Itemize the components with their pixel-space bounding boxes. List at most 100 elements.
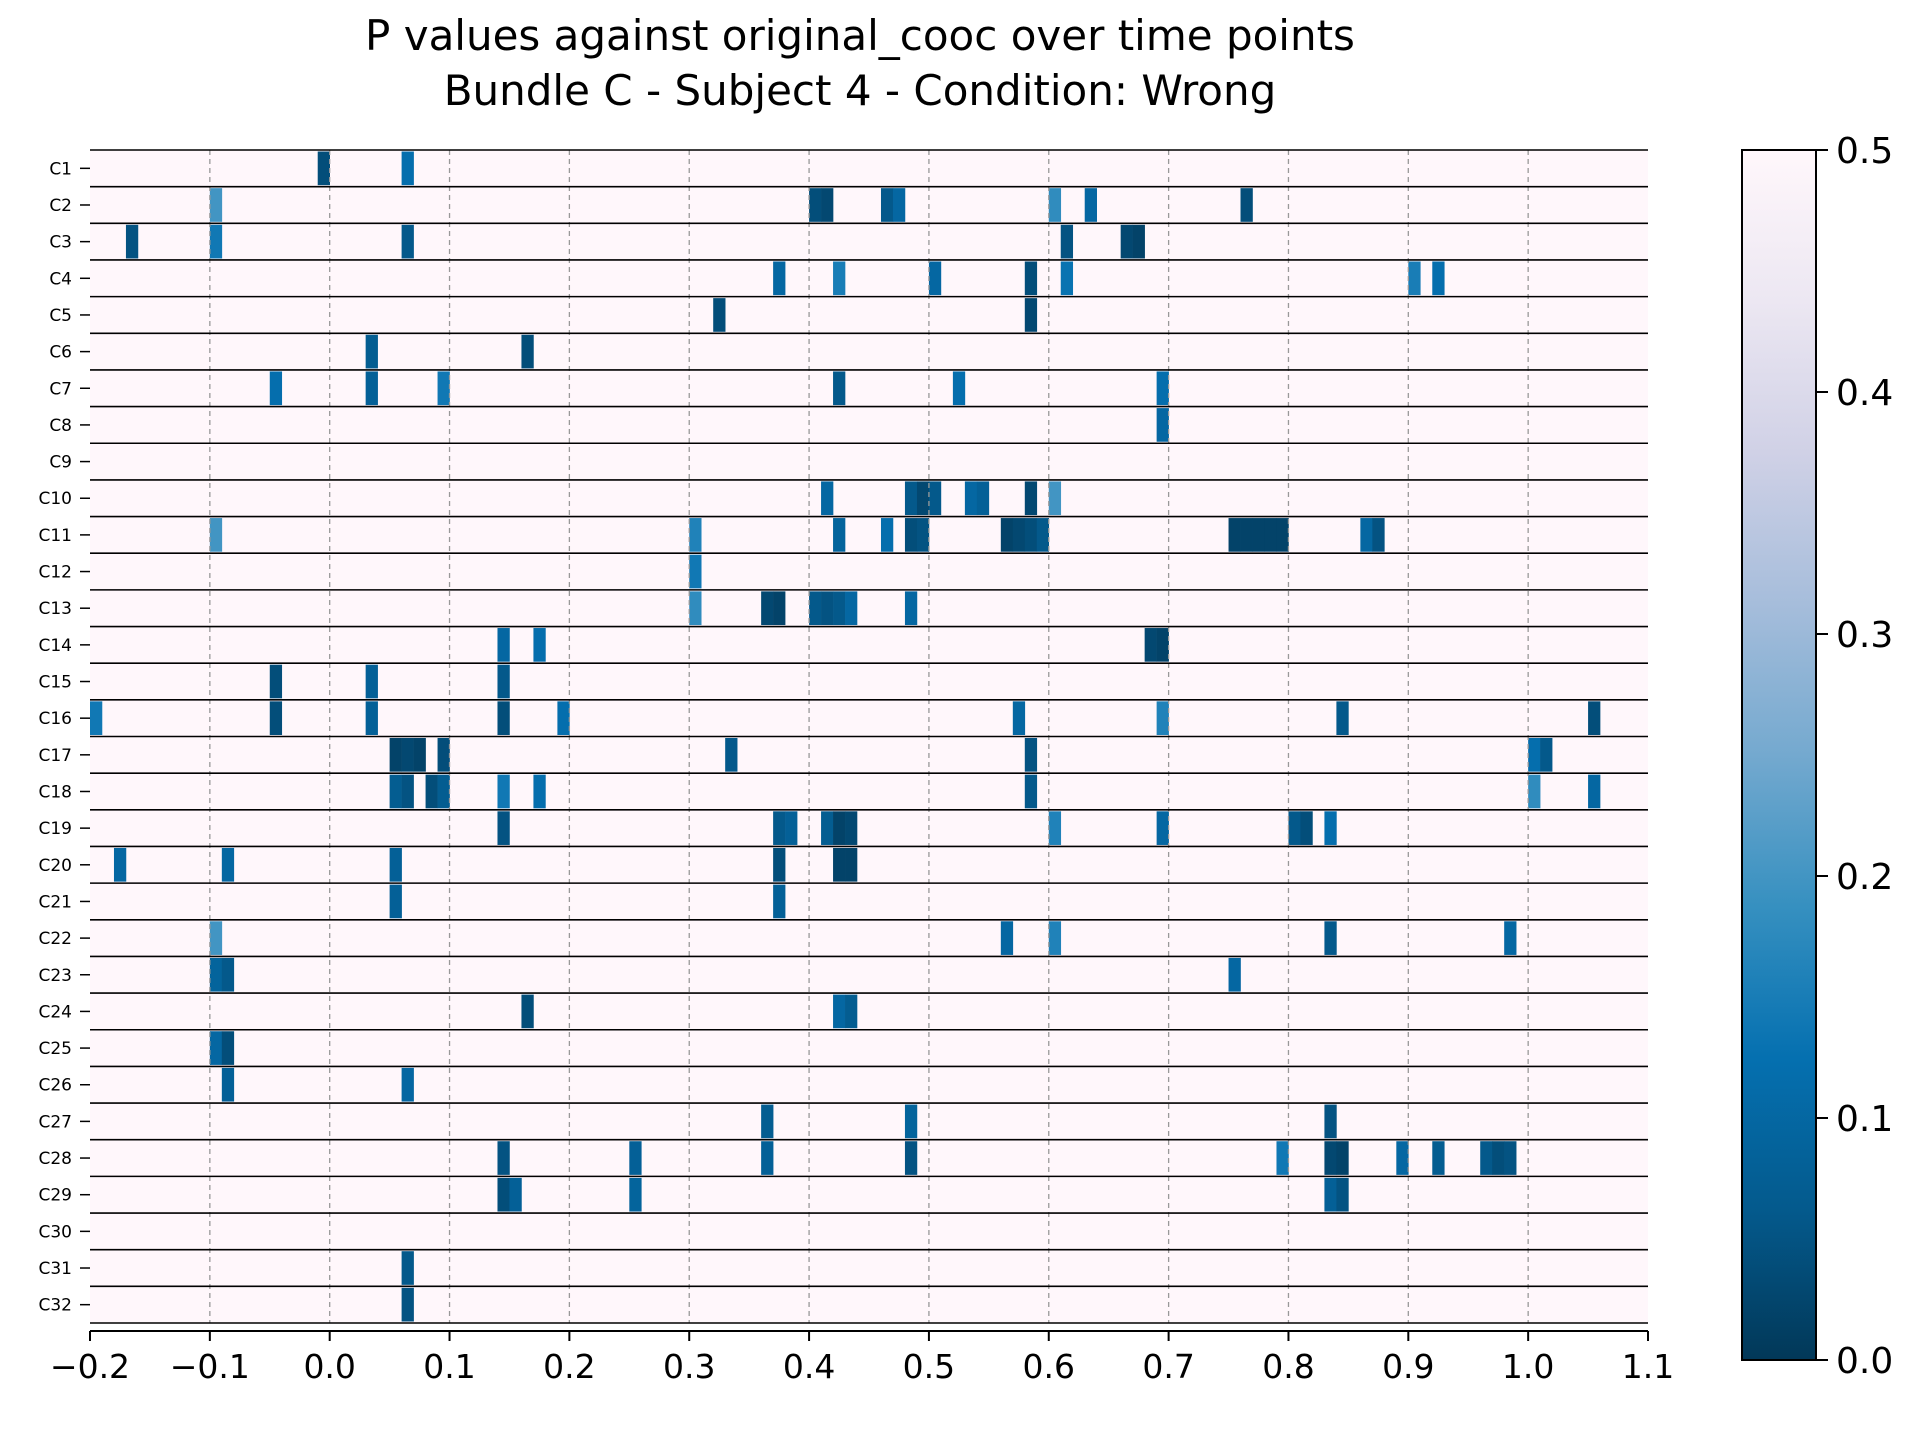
heatmap-cell (773, 811, 786, 845)
y-tick-label: C32 (38, 1296, 72, 1316)
y-tick-label: C27 (38, 1112, 72, 1132)
y-tick-label: C29 (38, 1186, 72, 1206)
heatmap-cell (773, 591, 786, 626)
x-tick-label: 0.3 (663, 1347, 715, 1386)
heatmap-cell (497, 811, 510, 845)
heatmap-cell (497, 774, 510, 809)
x-tick-label: 0.8 (1262, 1347, 1314, 1386)
y-tick-label: C17 (38, 746, 72, 766)
heatmap-cell (401, 151, 414, 186)
heatmap-cell (209, 957, 223, 992)
heatmap-cell (1024, 481, 1038, 516)
heatmap-cell (1504, 1141, 1517, 1175)
heatmap-cells (90, 151, 1601, 1322)
heatmap-cell (269, 371, 283, 406)
heatmap-cell (425, 774, 438, 809)
heatmap-cell (1120, 224, 1133, 259)
y-tick-label: C13 (38, 599, 72, 619)
heatmap-cell (1528, 774, 1541, 809)
heatmap-cell (1300, 811, 1313, 845)
heatmap-cell (1324, 811, 1337, 845)
y-tick-label: C4 (49, 269, 72, 289)
heatmap-cell (113, 847, 127, 882)
heatmap-cell (880, 518, 894, 552)
heatmap-cell (1048, 921, 1062, 955)
y-tick-label: C28 (38, 1149, 72, 1169)
heatmap-cell (1060, 224, 1074, 259)
heatmap-cell (1156, 701, 1169, 735)
heatmap-cell (1132, 224, 1145, 259)
heatmap-cell (773, 847, 786, 882)
heatmap-cell (1156, 408, 1169, 442)
heatmap-cell (1048, 811, 1062, 845)
y-tick-label: C11 (38, 526, 72, 546)
y-tick-label: C22 (38, 929, 72, 949)
heatmap-cell (221, 1067, 235, 1102)
heatmap-cell (761, 1104, 774, 1139)
y-tick-label: C10 (38, 489, 72, 509)
y-tick-label: C8 (49, 416, 72, 436)
heatmap-cell (269, 664, 283, 699)
heatmap-cell (209, 921, 223, 955)
heatmap-cell (401, 1287, 414, 1322)
heatmap-cell (401, 1251, 414, 1285)
heatmap-cell (1156, 371, 1169, 406)
heatmap-cell (1048, 188, 1062, 222)
heatmap-cell (401, 1067, 414, 1102)
heatmap-cell (1036, 518, 1050, 552)
row-separators (90, 149, 1648, 1324)
heatmap-cell (389, 847, 402, 882)
heatmap-cell (689, 554, 702, 589)
y-tick-label: C2 (49, 196, 72, 216)
heatmap-cell (928, 481, 942, 516)
heatmap-cell (509, 1177, 522, 1212)
y-tick-label: C18 (38, 782, 72, 802)
heatmap-cell (1540, 738, 1553, 772)
heatmap-cell (1264, 518, 1277, 552)
heatmap-cell (1024, 774, 1038, 809)
heatmap-cell (401, 224, 414, 259)
heatmap-cell (533, 628, 546, 662)
colorbar-gradient (1741, 149, 1817, 1361)
y-tick-label: C14 (38, 636, 72, 656)
heatmap-cell (629, 1141, 642, 1175)
y-tick-label: C25 (38, 1039, 72, 1059)
x-tick-label: 0.4 (783, 1347, 835, 1386)
heatmap-cell (1228, 957, 1241, 992)
y-tick-label: C5 (49, 306, 72, 326)
heatmap-cell (1276, 1141, 1289, 1175)
heatmap-cell (904, 1104, 918, 1139)
heatmap-cell (1024, 738, 1038, 772)
y-tick-label: C23 (38, 966, 72, 986)
heatmap-cell (1024, 518, 1038, 552)
heatmap-cell (689, 591, 702, 626)
heatmap-cell (1360, 518, 1373, 552)
heatmap-cell (833, 994, 846, 1029)
heatmap-cell (845, 811, 858, 845)
heatmap-cell (713, 298, 726, 332)
x-tick-label: 0.7 (1142, 1347, 1194, 1386)
heatmap-cell (389, 774, 402, 809)
heatmap-cell (629, 1177, 642, 1212)
heatmap-cell (521, 994, 534, 1029)
heatmap-cell (437, 738, 450, 772)
heatmap-cell (497, 1141, 510, 1175)
heatmap-cell (1060, 261, 1074, 296)
heatmap-cell (845, 847, 858, 882)
heatmap-cell (761, 591, 774, 626)
y-tick-label: C24 (38, 1002, 72, 1022)
heatmap-cell (1240, 188, 1253, 222)
heatmap-cell (317, 151, 330, 186)
heatmap-cell (365, 664, 378, 699)
heatmap-cell (821, 811, 834, 845)
heatmap-cell (880, 188, 894, 222)
heatmap-cell (365, 701, 378, 735)
heatmap-cell (845, 591, 858, 626)
heatmap-cell (533, 774, 546, 809)
y-axis: C1 C2 C3 C4 C5 C6 C7 C8 C9 C10 C11 C12 C13 C14 C15 C16 C… (38, 159, 90, 1316)
heatmap-cell (1228, 518, 1241, 552)
chart-title: P values against original_cooc over time… (365, 11, 1355, 60)
heatmap-cell (1024, 261, 1038, 296)
heatmap-cell (1588, 701, 1601, 735)
